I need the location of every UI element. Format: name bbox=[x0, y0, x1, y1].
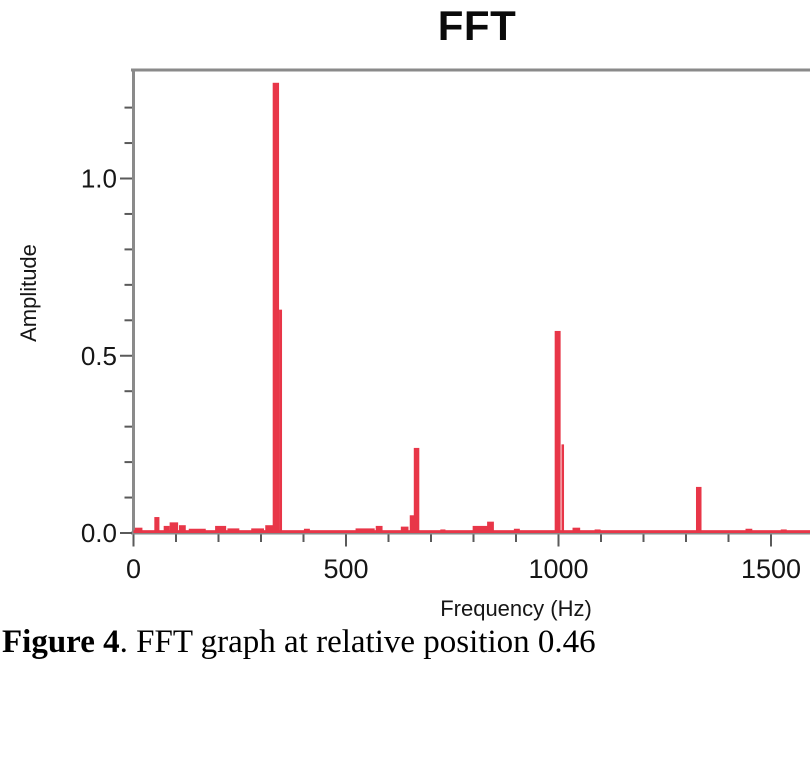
spectrum-bar bbox=[409, 515, 414, 533]
y-axis-ticks: 0.0 0.5 1.0 bbox=[81, 106, 132, 548]
x-tick-label: 0 bbox=[126, 554, 141, 584]
spectrum-bar bbox=[745, 528, 753, 533]
spectrum-bar bbox=[303, 528, 310, 533]
bars-group bbox=[134, 82, 787, 533]
spectrum-bar bbox=[215, 525, 227, 533]
spectrum-bar bbox=[154, 517, 160, 533]
figure-caption-label: Figure 4 bbox=[2, 624, 120, 660]
spectrum-bar bbox=[572, 527, 581, 533]
spectrum-bar bbox=[251, 528, 264, 533]
spectrum-bar bbox=[780, 529, 787, 533]
x-axis-ticks: 0 500 1000 1500 bbox=[126, 534, 801, 584]
spectrum-bar bbox=[400, 526, 409, 533]
y-tick-label: 1.0 bbox=[81, 164, 117, 194]
spectrum-bar bbox=[134, 527, 143, 533]
spectrum-bar bbox=[188, 528, 206, 533]
chart-title: FFT bbox=[437, 2, 517, 49]
spectrum-bar bbox=[594, 529, 601, 533]
figure-caption-text: . FFT graph at relative position 0.46 bbox=[119, 624, 596, 660]
spectrum-bar bbox=[279, 309, 283, 533]
y-tick-label: 0.0 bbox=[81, 518, 117, 548]
x-tick-label: 500 bbox=[323, 554, 368, 584]
spectrum-bar bbox=[355, 528, 375, 533]
noise-floor bbox=[133, 530, 810, 533]
y-axis-label: Amplitude bbox=[16, 244, 41, 342]
spectrum-bar bbox=[227, 528, 240, 533]
x-axis-label: Frequency (Hz) bbox=[440, 596, 592, 621]
x-tick-label: 1500 bbox=[741, 554, 801, 584]
spectrum-bar bbox=[413, 447, 420, 533]
spectrum-bar bbox=[375, 525, 383, 533]
spectrum-bar bbox=[169, 522, 179, 533]
spectrum-bar bbox=[178, 525, 186, 533]
spectrum-bar bbox=[265, 525, 274, 533]
y-tick-label: 0.5 bbox=[81, 341, 117, 371]
plot-area: 0 500 1000 1500 0.0 0.5 1.0 bbox=[81, 68, 810, 584]
spectrum-bar bbox=[695, 486, 702, 533]
spectrum-bar bbox=[272, 82, 280, 533]
spectrum-bar bbox=[561, 444, 565, 533]
figure-caption: Figure 4. FFT graph at relative position… bbox=[2, 624, 596, 661]
spectrum-bar bbox=[554, 330, 561, 533]
spectrum-bar bbox=[163, 525, 170, 533]
spectrum-bar bbox=[513, 528, 520, 533]
x-tick-label: 1000 bbox=[528, 554, 588, 584]
spectrum-bar bbox=[487, 521, 494, 533]
spectrum-bar bbox=[440, 529, 446, 533]
spectrum-bar bbox=[472, 525, 490, 533]
